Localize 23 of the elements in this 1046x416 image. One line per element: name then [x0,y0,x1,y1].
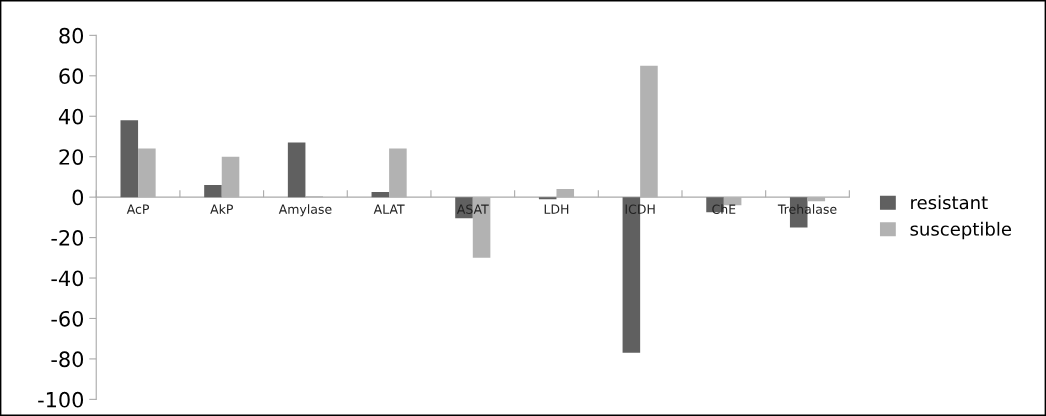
y-tick-label: -40 [51,270,84,287]
x-tick-label: AcP [126,204,150,214]
bar [371,192,390,198]
x-tick-label: Amylase [278,204,332,217]
x-tick-label: LDH [544,204,569,214]
bar [204,185,222,198]
y-tick-label: 0 [72,189,84,206]
x-tick-label: ALAT [373,204,405,214]
y-tick-label: 60 [59,68,84,85]
y-tick-label: 80 [59,27,84,44]
y-tick-label: -80 [51,351,84,368]
bar [120,120,139,198]
x-tick-label: AkP [210,204,233,214]
y-tick-label: -60 [51,310,84,327]
bar [538,197,557,200]
y-tick-label: 40 [58,108,84,125]
y-tick-label: -100 [38,391,84,408]
x-tick-label: ASAT [456,204,489,214]
y-tick-label: -20 [51,230,84,246]
y-tick-label: 20 [59,149,84,165]
legend-label: resistant [911,195,988,210]
bar [287,142,306,198]
legend-label: susceptible [910,221,1012,240]
